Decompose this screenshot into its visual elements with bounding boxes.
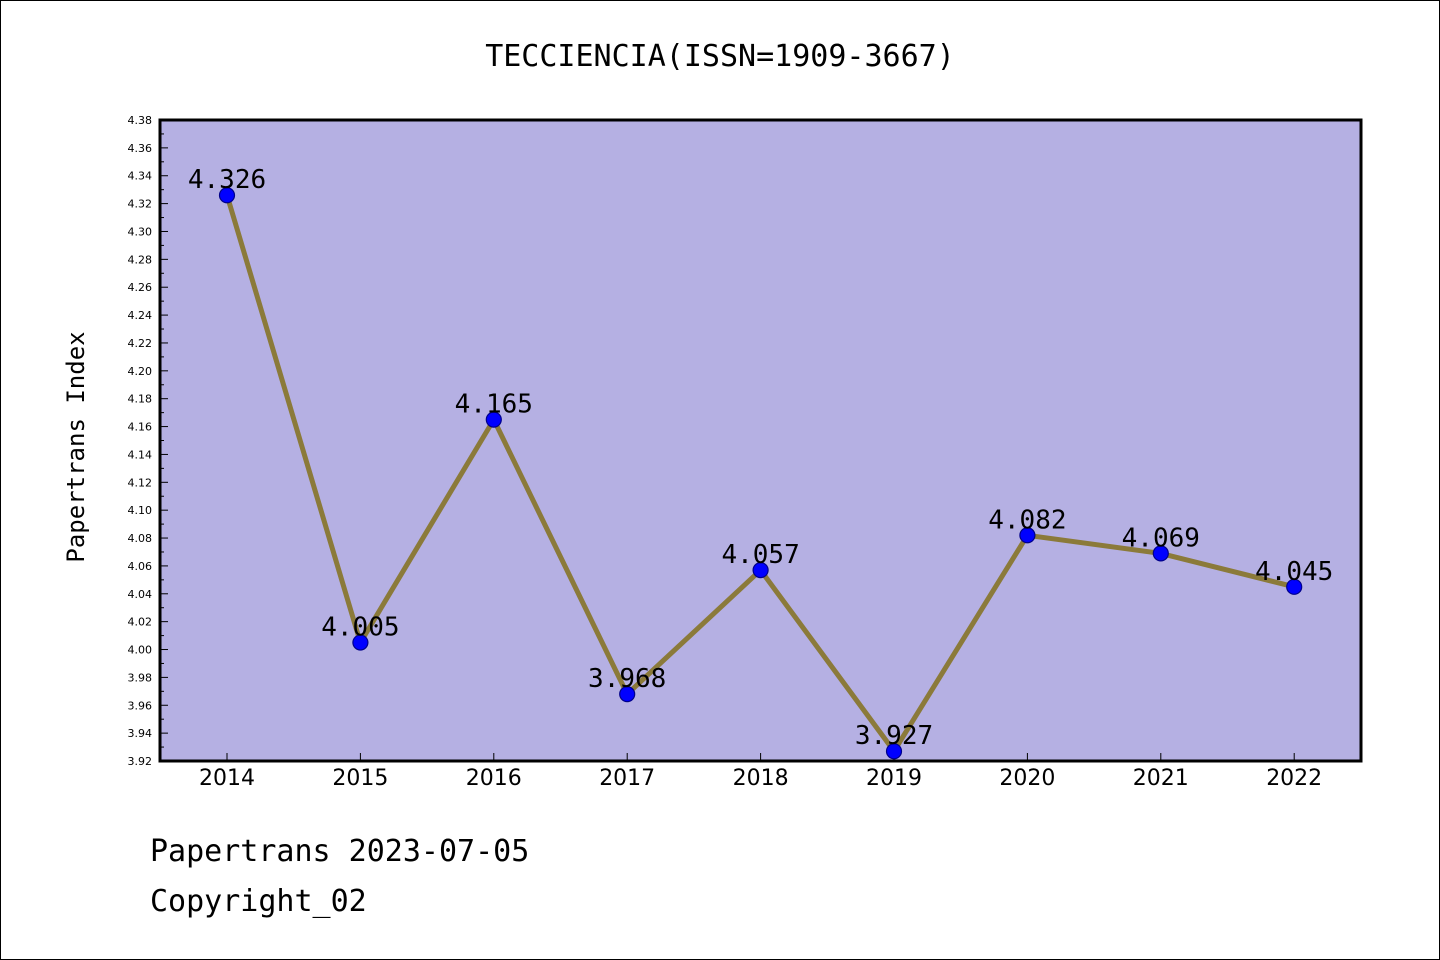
data-point	[352, 634, 369, 651]
y-tick-label: 4.16	[128, 421, 153, 434]
data-label: 4.082	[988, 505, 1066, 535]
data-label: 4.057	[721, 540, 799, 570]
plot-area	[158, 118, 1363, 763]
y-tick-label: 4.30	[128, 225, 153, 238]
marker-layer	[218, 187, 1303, 760]
data-point	[218, 187, 236, 204]
y-axis: 3.92 3.94 3.96 3.98 4.00 4.02 4.04 4.06 4.08 4.10…	[128, 114, 168, 768]
y-tick-label: 4.24	[128, 309, 153, 322]
y-tick-label: 4.10	[128, 504, 153, 517]
x-tick-label: 2019	[866, 766, 922, 791]
footer-date: Papertrans 2023-07-05	[150, 834, 530, 869]
data-label: 4.005	[321, 613, 399, 643]
y-tick-label: 3.92	[128, 755, 153, 768]
chart-title: TECCIENCIA(ISSN=1909-3667)	[485, 39, 955, 74]
data-label: 3.927	[855, 721, 933, 751]
x-tick-label: 2015	[332, 766, 388, 791]
y-tick-label: 4.08	[128, 532, 153, 545]
y-tick-label: 4.28	[128, 253, 153, 266]
y-tick-label: 4.20	[128, 365, 153, 378]
x-tick-label: 2018	[733, 766, 789, 791]
x-tick-label: 2021	[1133, 766, 1189, 791]
data-point	[1152, 545, 1169, 562]
y-tick-label: 4.06	[128, 560, 153, 573]
y-tick-label: 4.14	[128, 448, 153, 461]
y-tick-label: 3.94	[128, 727, 153, 740]
y-tick-label: 4.02	[128, 616, 153, 629]
y-tick-label: 4.32	[128, 198, 153, 211]
y-tick-label: 4.04	[128, 588, 153, 601]
y-tick-label: 4.12	[128, 476, 153, 489]
y-tick-label: 4.34	[128, 170, 153, 183]
y-tick-label: 4.22	[128, 337, 153, 350]
data-point	[1019, 527, 1036, 544]
y-tick-label: 4.36	[128, 142, 153, 155]
data-point	[885, 743, 903, 760]
y-tick-label: 3.96	[128, 699, 153, 712]
y-tick-label: 4.18	[128, 393, 153, 406]
data-label: 4.045	[1255, 557, 1333, 587]
x-tick-label: 2016	[466, 766, 522, 791]
y-tick-label: 3.98	[128, 671, 153, 684]
data-point	[485, 411, 502, 428]
x-tick-label: 2014	[199, 766, 255, 791]
data-point	[1286, 578, 1303, 595]
footer-copyright: Copyright_02	[150, 884, 367, 919]
y-tick-label: 4.38	[128, 114, 153, 127]
x-tick-label: 2017	[599, 766, 655, 791]
data-point	[619, 686, 636, 703]
data-label: 4.069	[1122, 523, 1200, 553]
y-tick-label: 4.00	[128, 644, 153, 657]
data-label-layer: 4.326 4.005 4.165 3.968 4.057 3.927 4.082 4.069…	[188, 165, 1333, 751]
y-axis-label: Papertrans Index	[62, 331, 90, 562]
data-label: 3.968	[588, 664, 666, 694]
x-tick-label: 2020	[999, 766, 1055, 791]
x-axis: 2014 2015 2016 2017 2018 2019 2020 2021 2022	[199, 753, 1322, 791]
data-label: 4.326	[188, 165, 266, 195]
data-point	[752, 561, 769, 579]
x-tick-label: 2022	[1266, 766, 1322, 791]
data-label: 4.165	[455, 390, 533, 420]
y-tick-label: 4.26	[128, 281, 153, 294]
